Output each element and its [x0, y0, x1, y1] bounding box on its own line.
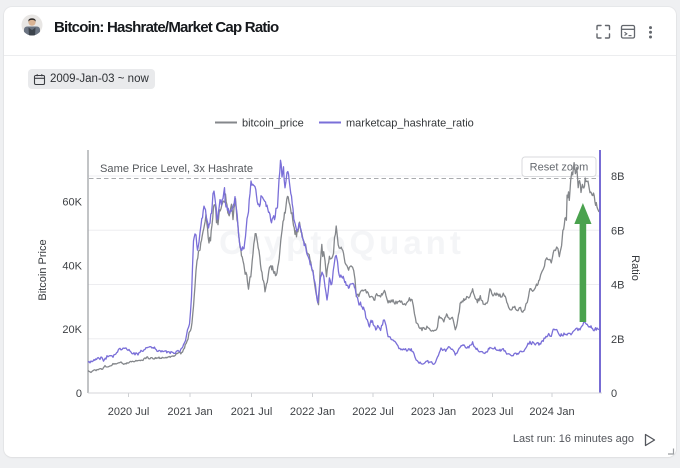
svg-text:CryptoQuant: CryptoQuant [219, 224, 465, 261]
svg-text:Ratio: Ratio [629, 255, 641, 281]
svg-text:2023 Jul: 2023 Jul [472, 406, 514, 418]
svg-text:20K: 20K [62, 324, 82, 336]
svg-text:2021 Jan: 2021 Jan [167, 406, 212, 418]
svg-text:bitcoin_price: bitcoin_price [242, 118, 304, 130]
svg-text:40K: 40K [62, 260, 82, 272]
svg-text:2021 Jul: 2021 Jul [231, 406, 273, 418]
svg-text:0: 0 [611, 388, 617, 400]
svg-text:0: 0 [76, 388, 82, 400]
svg-text:2020 Jul: 2020 Jul [108, 406, 150, 418]
svg-text:Bitcoin Price: Bitcoin Price [37, 239, 49, 300]
svg-text:2023 Jan: 2023 Jan [411, 406, 456, 418]
svg-text:Same Price Level, 3x Hashrate: Same Price Level, 3x Hashrate [100, 163, 253, 175]
svg-text:2022 Jan: 2022 Jan [290, 406, 335, 418]
svg-text:2022 Jul: 2022 Jul [352, 406, 394, 418]
svg-text:marketcap_hashrate_ratio: marketcap_hashrate_ratio [346, 118, 474, 130]
svg-text:2024 Jan: 2024 Jan [529, 406, 574, 418]
svg-text:6B: 6B [611, 225, 624, 237]
svg-text:4B: 4B [611, 280, 624, 292]
svg-text:Reset zoom: Reset zoom [530, 162, 589, 174]
svg-text:2B: 2B [611, 334, 624, 346]
svg-text:8B: 8B [611, 171, 624, 183]
svg-text:60K: 60K [62, 197, 82, 209]
